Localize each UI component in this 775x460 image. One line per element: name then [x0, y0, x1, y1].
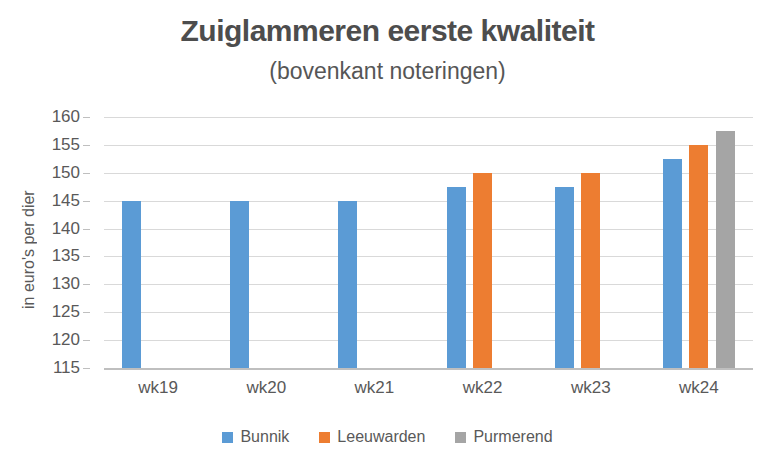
y-tick-label: 160 — [52, 107, 80, 127]
gridline — [104, 145, 753, 146]
y-axis-title: in euro's per dier — [20, 132, 38, 368]
bar-bunnik-wk23 — [555, 187, 574, 368]
legend-swatch-leeuwarden — [319, 432, 330, 443]
y-tick-mark — [83, 368, 90, 369]
gridline — [104, 229, 753, 230]
gridline — [104, 201, 753, 202]
legend-item-leeuwarden: Leeuwarden — [319, 428, 425, 446]
legend-item-label: Bunnik — [240, 428, 289, 446]
y-tick-mark — [83, 312, 90, 313]
y-tick-mark — [83, 284, 90, 285]
y-tick-label: 150 — [52, 163, 80, 183]
bar-purmerend-wk24 — [716, 131, 735, 368]
legend-item-bunnik: Bunnik — [222, 428, 289, 446]
bar-leeuwarden-wk24 — [689, 145, 708, 368]
x-category-label: wk19 — [138, 378, 178, 398]
bar-bunnik-wk24 — [663, 159, 682, 368]
legend-item-label: Leeuwarden — [337, 428, 425, 446]
y-tick-label: 140 — [52, 219, 80, 239]
bar-bunnik-wk21 — [338, 201, 357, 368]
bar-leeuwarden-wk22 — [473, 173, 492, 368]
y-tick-mark — [83, 145, 90, 146]
gridline — [104, 340, 753, 341]
bar-bunnik-wk19 — [122, 201, 141, 368]
y-tick-label: 115 — [53, 358, 80, 378]
y-tick-mark — [83, 229, 90, 230]
bar-bunnik-wk20 — [230, 201, 249, 368]
bar-leeuwarden-wk23 — [581, 173, 600, 368]
bar-bunnik-wk22 — [447, 187, 466, 368]
y-tick-label: 130 — [52, 274, 80, 294]
x-category-label: wk21 — [355, 378, 395, 398]
chart-frame: Zuiglammeren eerste kwaliteit (bovenkant… — [0, 0, 775, 460]
legend: Bunnik Leeuwarden Purmerend — [0, 428, 775, 446]
y-tick-label: 125 — [52, 302, 80, 322]
x-category-label: wk22 — [463, 378, 503, 398]
gridline — [104, 312, 753, 313]
y-tick-label: 120 — [52, 330, 80, 350]
y-tick-label: 135 — [52, 246, 80, 266]
y-tick-mark — [83, 340, 90, 341]
gridline — [104, 256, 753, 257]
gridline — [104, 284, 753, 285]
chart-title: Zuiglammeren eerste kwaliteit — [0, 14, 775, 48]
y-tick-mark — [83, 117, 90, 118]
chart-subtitle: (bovenkant noteringen) — [0, 58, 775, 85]
gridline — [104, 117, 753, 118]
gridline — [104, 173, 753, 174]
y-tick-mark — [83, 173, 90, 174]
legend-swatch-bunnik — [222, 432, 233, 443]
legend-item-purmerend: Purmerend — [455, 428, 552, 446]
y-tick-label: 155 — [52, 135, 80, 155]
legend-swatch-purmerend — [455, 432, 466, 443]
y-tick-mark — [83, 256, 90, 257]
x-category-label: wk24 — [679, 378, 719, 398]
plot-area: 115120125130135140145150155160wk19wk20wk… — [104, 117, 753, 370]
y-tick-label: 145 — [52, 191, 80, 211]
legend-item-label: Purmerend — [473, 428, 552, 446]
y-tick-mark — [83, 201, 90, 202]
x-category-label: wk23 — [571, 378, 611, 398]
x-category-label: wk20 — [246, 378, 286, 398]
